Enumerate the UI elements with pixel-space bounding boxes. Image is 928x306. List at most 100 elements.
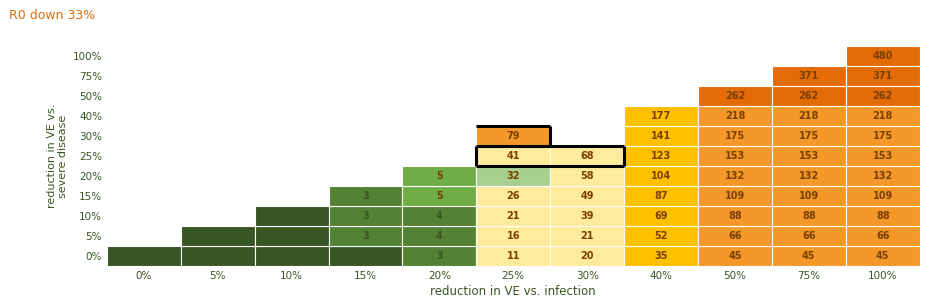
Text: 262: 262 [871,91,892,101]
Text: 153: 153 [798,151,818,161]
Text: 109: 109 [871,191,892,201]
Bar [329,246,402,266]
Text: 2: 2 [214,231,221,241]
Bar [549,226,624,246]
Text: 4: 4 [435,231,443,241]
Bar [771,186,844,206]
Bar [844,126,919,146]
Bar [771,246,844,266]
Bar [697,86,771,106]
Bar [254,226,329,246]
Text: 218: 218 [798,111,818,121]
Text: 141: 141 [651,131,670,141]
Bar [329,226,402,246]
Bar [624,106,697,126]
Text: 371: 371 [798,71,818,81]
Text: 2: 2 [288,231,294,241]
Text: 26: 26 [506,191,520,201]
Text: 218: 218 [871,111,892,121]
Text: 175: 175 [724,131,744,141]
Bar [476,146,549,166]
Bar [329,206,402,226]
Text: 39: 39 [580,211,593,221]
Bar [844,66,919,86]
Text: 175: 175 [871,131,892,141]
Bar [771,126,844,146]
Text: 5: 5 [435,171,443,181]
Bar [402,186,476,206]
Text: 66: 66 [801,231,815,241]
Text: 21: 21 [580,231,593,241]
Text: 123: 123 [651,151,670,161]
Bar [844,86,919,106]
Text: 4: 4 [435,211,443,221]
Bar [697,246,771,266]
Bar [624,246,697,266]
Bar [624,186,697,206]
Bar [476,246,549,266]
Bar [844,226,919,246]
Text: 69: 69 [653,211,667,221]
Bar [697,166,771,186]
Text: 2: 2 [214,251,221,261]
Text: 2: 2 [288,251,294,261]
Bar [549,206,624,226]
Bar [402,166,476,186]
Text: 49: 49 [580,191,593,201]
Bar [624,206,697,226]
Bar [549,246,624,266]
Text: 52: 52 [653,231,667,241]
Bar [181,226,254,246]
Text: 68: 68 [580,151,593,161]
Text: 2: 2 [140,251,147,261]
Text: 132: 132 [724,171,744,181]
Text: 218: 218 [724,111,744,121]
Bar [624,226,697,246]
Bar [402,206,476,226]
Text: 3: 3 [435,251,443,261]
Bar [771,166,844,186]
Text: 3: 3 [362,191,368,201]
Bar [844,106,919,126]
Bar [844,166,919,186]
Bar [771,66,844,86]
Text: 88: 88 [728,211,741,221]
Bar [771,106,844,126]
Text: 5: 5 [435,191,443,201]
Bar [107,246,181,266]
Text: 32: 32 [506,171,520,181]
Text: 153: 153 [724,151,744,161]
Text: 153: 153 [871,151,892,161]
Bar [329,186,402,206]
Text: 132: 132 [798,171,818,181]
Text: 45: 45 [875,251,888,261]
Bar [771,226,844,246]
Bar [844,186,919,206]
Text: 371: 371 [871,71,892,81]
Text: 480: 480 [871,51,892,61]
Bar [844,206,919,226]
Text: 262: 262 [798,91,818,101]
Text: 66: 66 [728,231,741,241]
Bar [181,246,254,266]
Bar [476,126,549,146]
Text: 132: 132 [871,171,892,181]
Y-axis label: reduction in VE vs.
severe disease: reduction in VE vs. severe disease [46,104,69,208]
Bar [476,186,549,206]
Text: 88: 88 [875,211,889,221]
Bar [402,246,476,266]
Text: 35: 35 [653,251,667,261]
Bar [771,86,844,106]
Bar [254,246,329,266]
Bar [697,126,771,146]
Text: 16: 16 [506,231,520,241]
Text: 11: 11 [506,251,520,261]
Bar [549,186,624,206]
Bar [697,106,771,126]
Text: 45: 45 [801,251,815,261]
Bar [476,226,549,246]
Text: 2: 2 [362,251,368,261]
Bar [402,226,476,246]
X-axis label: reduction in VE vs. infection: reduction in VE vs. infection [430,285,596,298]
Bar [697,226,771,246]
